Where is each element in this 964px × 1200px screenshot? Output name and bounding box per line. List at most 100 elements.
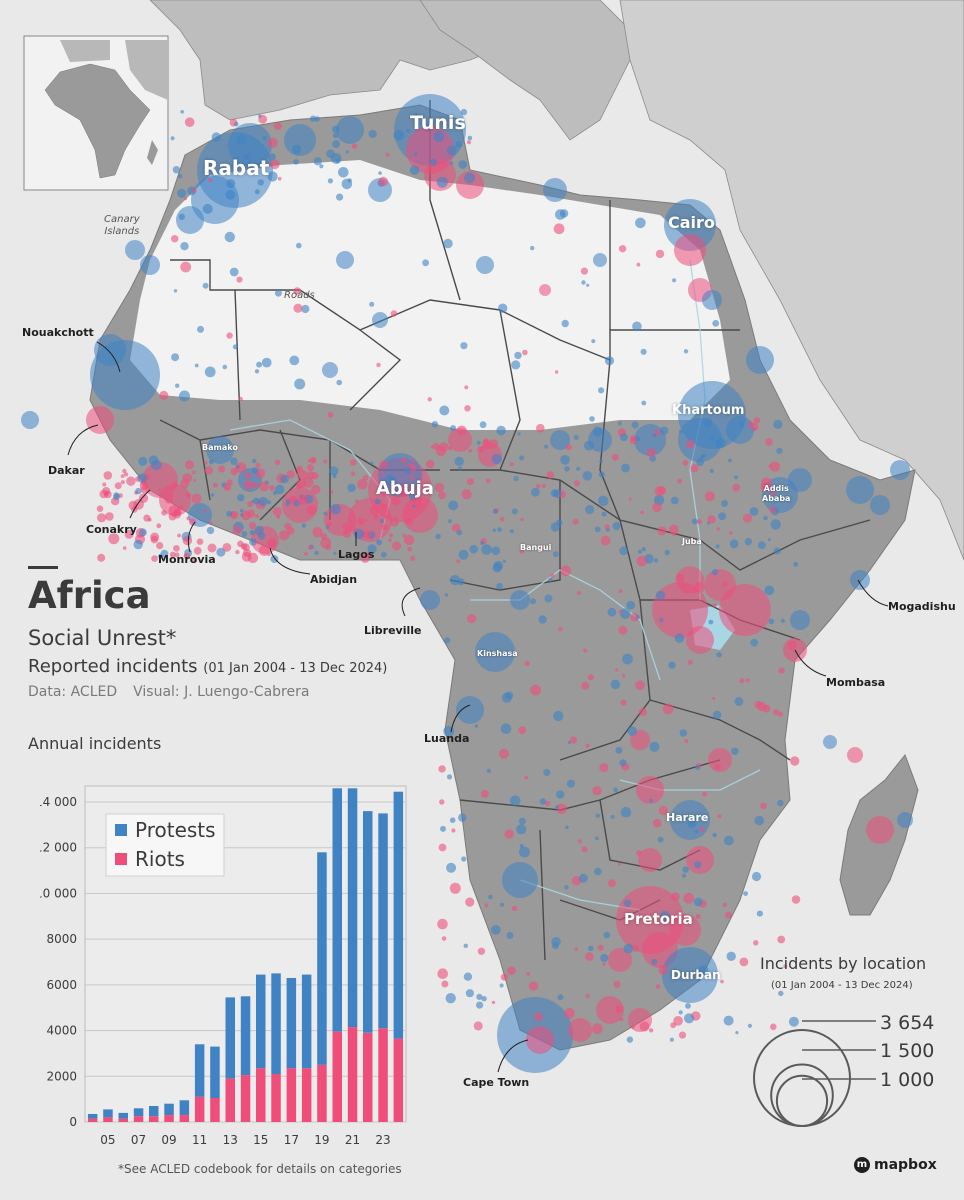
bar-protests-2009[interactable] bbox=[164, 1103, 174, 1116]
incident-dot bbox=[185, 492, 192, 499]
bar-riots-2020[interactable] bbox=[332, 1031, 343, 1122]
bar-riots-2011[interactable] bbox=[194, 1096, 205, 1122]
incident-dot bbox=[467, 614, 477, 624]
incident-dot bbox=[439, 799, 445, 805]
incident-dot bbox=[732, 483, 740, 492]
bar-protests-2022[interactable] bbox=[363, 811, 373, 1033]
bar-riots-2021[interactable] bbox=[347, 1027, 358, 1122]
incident-dot bbox=[635, 615, 640, 620]
bar-protests-2023[interactable] bbox=[378, 813, 388, 1029]
incident-dot bbox=[380, 471, 384, 475]
incident-dot bbox=[235, 462, 247, 473]
incident-dot bbox=[583, 648, 588, 653]
incident-dot bbox=[600, 953, 609, 963]
bar-protests-2010[interactable] bbox=[179, 1100, 190, 1116]
size-legend-circle bbox=[753, 1029, 851, 1127]
bar-riots-2017[interactable] bbox=[286, 1068, 297, 1122]
incident-dot bbox=[486, 768, 491, 774]
incident-dot bbox=[325, 525, 330, 530]
incident-dot bbox=[297, 494, 308, 505]
bar-riots-2018[interactable] bbox=[301, 1068, 312, 1122]
mapbox-logo-text: mapbox bbox=[874, 1157, 937, 1173]
bar-riots-2012[interactable] bbox=[210, 1098, 220, 1122]
incident-bubble bbox=[847, 747, 863, 763]
bar-protests-2020[interactable] bbox=[332, 788, 343, 1032]
incident-dot bbox=[128, 500, 138, 510]
incident-dot bbox=[518, 817, 526, 825]
mapbox-logo[interactable]: m mapbox bbox=[854, 1157, 937, 1173]
incident-dot bbox=[405, 509, 409, 513]
incident-dot bbox=[230, 511, 236, 517]
bar-riots-2005[interactable] bbox=[103, 1117, 113, 1122]
bar-protests-2005[interactable] bbox=[103, 1109, 113, 1118]
bar-protests-2013[interactable] bbox=[225, 997, 236, 1079]
bar-protests-2008[interactable] bbox=[149, 1106, 159, 1117]
bar-riots-2019[interactable] bbox=[317, 1064, 327, 1122]
incident-dot bbox=[168, 505, 180, 517]
bar-riots-2013[interactable] bbox=[225, 1078, 236, 1122]
incident-dot bbox=[191, 188, 197, 194]
bar-riots-2015[interactable] bbox=[256, 1068, 266, 1122]
incident-dot bbox=[229, 267, 239, 277]
bar-protests-2019[interactable] bbox=[317, 852, 327, 1065]
incident-dot bbox=[626, 600, 636, 610]
bar-riots-2007[interactable] bbox=[133, 1116, 144, 1122]
incident-bubble bbox=[897, 812, 913, 828]
bar-riots-2022[interactable] bbox=[363, 1032, 373, 1122]
incident-dot bbox=[613, 787, 618, 793]
y-tick-label: 8000 bbox=[46, 932, 77, 946]
bar-protests-2012[interactable] bbox=[210, 1046, 220, 1098]
bar-protests-2024[interactable] bbox=[393, 791, 404, 1039]
incident-dot bbox=[636, 262, 641, 267]
incident-dot bbox=[180, 261, 192, 273]
incident-bubble bbox=[846, 476, 874, 504]
bar-protests-2021[interactable] bbox=[347, 788, 358, 1028]
incident-dot bbox=[574, 480, 580, 487]
incident-dot bbox=[617, 862, 622, 866]
incident-dot bbox=[546, 471, 555, 479]
incident-dot bbox=[597, 944, 604, 951]
incident-dot bbox=[438, 491, 446, 500]
incident-dot bbox=[449, 575, 460, 586]
incident-dot bbox=[473, 1021, 483, 1031]
bar-protests-2018[interactable] bbox=[301, 974, 312, 1069]
incident-dot bbox=[519, 455, 525, 461]
incident-dot bbox=[336, 193, 344, 201]
bar-riots-2010[interactable] bbox=[179, 1115, 190, 1122]
incident-dot bbox=[248, 522, 257, 530]
y-tick-label: 4000 bbox=[46, 1024, 77, 1038]
bar-riots-2009[interactable] bbox=[164, 1115, 174, 1122]
incident-dot bbox=[246, 509, 255, 518]
incident-dot bbox=[655, 249, 665, 259]
bar-riots-2006[interactable] bbox=[118, 1118, 129, 1122]
incident-dot bbox=[437, 968, 449, 979]
incident-dot bbox=[306, 464, 314, 472]
incident-dot bbox=[232, 525, 242, 535]
bar-protests-2016[interactable] bbox=[271, 973, 281, 1074]
bar-riots-2023[interactable] bbox=[378, 1028, 388, 1122]
bar-protests-2004[interactable] bbox=[87, 1114, 98, 1119]
incident-dot bbox=[351, 143, 358, 149]
bar-riots-2016[interactable] bbox=[271, 1074, 281, 1122]
incident-dot bbox=[461, 856, 467, 862]
bar-protests-2017[interactable] bbox=[286, 978, 297, 1069]
bar-protests-2006[interactable] bbox=[118, 1112, 129, 1119]
bar-protests-2015[interactable] bbox=[256, 974, 266, 1069]
incident-dot bbox=[770, 1023, 777, 1031]
incident-dot bbox=[658, 486, 667, 495]
annual-incidents-chart[interactable]: 0 2000 4000 6000 8000 10 000 12 000 14 000 05 07 0… bbox=[40, 780, 420, 1152]
incident-dot bbox=[653, 429, 661, 436]
bar-riots-2014[interactable] bbox=[240, 1075, 251, 1122]
bar-protests-2014[interactable] bbox=[240, 996, 251, 1076]
incident-bubble bbox=[702, 290, 722, 310]
bar-protests-2011[interactable] bbox=[194, 1044, 205, 1097]
bar-riots-2024[interactable] bbox=[393, 1038, 404, 1122]
incident-dot bbox=[108, 533, 120, 545]
incident-dot bbox=[174, 552, 180, 558]
bar-riots-2004[interactable] bbox=[87, 1118, 98, 1122]
bar-riots-2008[interactable] bbox=[149, 1116, 159, 1122]
bar-protests-2007[interactable] bbox=[133, 1108, 144, 1117]
incident-dot bbox=[406, 518, 414, 526]
incident-dot bbox=[581, 681, 590, 690]
